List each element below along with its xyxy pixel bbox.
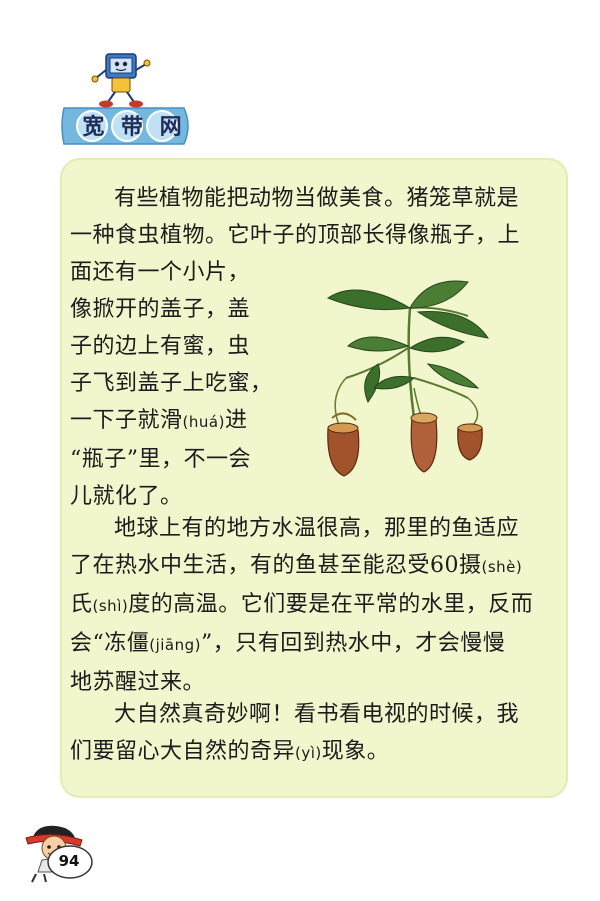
text-segment: 们要留心大自然的奇异 [70, 739, 296, 764]
text-segment: ”，只有回到热水中，才会慢慢 [201, 631, 506, 656]
section-title: 宽 带 网 [74, 108, 190, 142]
paragraph-1-head: 有些植物能把动物当做美食。猪笼草就是 一种食虫植物。它叶子的顶部长得像瓶子，上 [70, 180, 550, 254]
paragraph-2: 地球上有的地方水温很高，那里的鱼适应 了在热水中生活，有的鱼甚至能忍受60摄(s… [70, 510, 552, 701]
text-segment: 现象。 [321, 739, 390, 764]
text-line: 子的边上有蜜，虫 [70, 334, 251, 359]
text-line: 一下子就滑(huá)进 [70, 402, 280, 441]
section-char-1: 宽 [82, 115, 105, 140]
text-segment: 度的高温。它们要是在平常的水里，反而 [128, 592, 534, 617]
text-segment: 会“冻僵 [70, 631, 150, 656]
text-line: 大自然真奇妙啊！看书看电视的时候，我 [114, 702, 520, 727]
section-tag-badge [61, 107, 189, 145]
text-line: 像掀开的盖子，盖 [70, 297, 251, 322]
pitcher-plant-icon [326, 280, 490, 477]
page-number: 94 [58, 852, 80, 870]
text-line: “瓶子”里，不一会 [70, 447, 251, 472]
computer-mascot-icon [91, 53, 151, 108]
boy-mascot-icon [25, 825, 93, 883]
paragraph-1-side: 面还有一个小片， 像掀开的盖子，盖 子的边上有蜜，虫 子飞到盖子上吃蜜， 一下子… [70, 254, 280, 515]
text-line: 氏(shì)度的高温。它们要是在平常的水里，反而 [70, 586, 552, 625]
text-segment: 氏 [70, 592, 93, 617]
text-line: 儿就化了。 [70, 484, 183, 509]
text-line: 了在热水中生活，有的鱼甚至能忍受60摄(shè) [70, 547, 552, 586]
text-line: 有些植物能把动物当做美食。猪笼草就是 [114, 186, 520, 211]
reading-panel [60, 158, 568, 798]
text-line: 面还有一个小片， [70, 260, 251, 285]
text-segment: 进 [224, 408, 248, 433]
pinyin-annotation: (shè) [481, 558, 523, 576]
pinyin-annotation: (yì) [295, 744, 322, 762]
pinyin-annotation: (huá) [182, 413, 225, 431]
text-line: 一种食虫植物。它叶子的顶部长得像瓶子，上 [70, 223, 521, 248]
section-char-3: 网 [159, 115, 182, 140]
text-line: 地球上有的地方水温很高，那里的鱼适应 [114, 516, 520, 541]
text-line: 地苏醒过来。 [70, 670, 206, 695]
text-line: 会“冻僵(jiāng)”，只有回到热水中，才会慢慢 [70, 625, 552, 664]
text-line: 们要留心大自然的奇异(yì)现象。 [70, 733, 552, 772]
pinyin-annotation: (jiāng) [149, 636, 202, 654]
text-segment: 一下子就滑 [70, 408, 183, 433]
text-line: 子飞到盖子上吃蜜， [70, 371, 273, 396]
paragraph-3: 大自然真奇妙啊！看书看电视的时候，我 们要留心大自然的奇异(yì)现象。 [70, 696, 552, 772]
section-char-2: 带 [120, 115, 143, 140]
pinyin-annotation: (shì) [92, 597, 129, 615]
text-segment: 了在热水中生活，有的鱼甚至能忍受60摄 [70, 553, 482, 578]
